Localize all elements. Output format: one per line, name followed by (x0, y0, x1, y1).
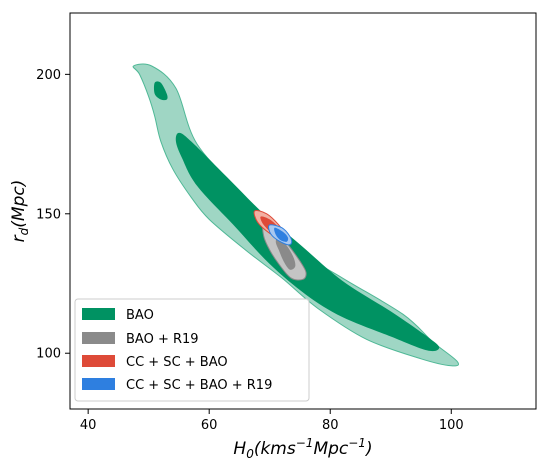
y-tick-label: 150 (36, 207, 61, 222)
x-axis-ticks: 40 60 80 100 (80, 409, 464, 433)
x-tick-label: 100 (439, 418, 464, 433)
x-label-mid: Mpc (313, 439, 348, 459)
y-axis-ticks: 100 150 200 (36, 68, 70, 362)
legend-label-bao: BAO (126, 308, 154, 323)
contour-bao-68-2 (153, 81, 168, 101)
x-label-subscript: 0 (246, 447, 254, 461)
legend-label-cc-sc-bao-r19: CC + SC + BAO + R19 (126, 378, 272, 393)
x-label-open: (kms (254, 439, 296, 459)
contour-cc-sc-bao-r19-68-1 (274, 227, 289, 242)
legend-swatch-cc-sc-bao (82, 355, 115, 367)
x-label-exponent-1: −1 (296, 436, 314, 450)
x-axis-label: H0(kms−1Mpc−1) (233, 436, 372, 461)
contour-layer (132, 63, 460, 367)
y-label-rest: (Mpc) (9, 180, 29, 228)
y-tick-label: 100 (36, 347, 61, 362)
series-cc-sc-bao-r19 (268, 224, 293, 246)
x-tick-label: 40 (80, 418, 97, 433)
y-label-base: r (9, 234, 29, 242)
contour-bao-r19-68-1 (275, 235, 296, 270)
x-label-exponent-2: −1 (348, 436, 366, 450)
x-label-close: ) (364, 439, 373, 459)
y-label-subscript: d (17, 227, 31, 235)
legend: BAO BAO + R19 CC + SC + BAO CC + SC + BA… (74, 298, 310, 402)
legend-label-cc-sc-bao: CC + SC + BAO (126, 355, 228, 370)
legend-label-bao-r19: BAO + R19 (126, 332, 199, 347)
legend-swatch-cc-sc-bao-r19 (82, 378, 115, 390)
legend-swatch-bao (82, 308, 115, 320)
y-tick-label: 200 (36, 68, 61, 83)
x-label-base: H (233, 439, 246, 459)
contour-bao-68-1 (175, 132, 440, 352)
series-bao (132, 63, 460, 367)
y-axis-label: rd(Mpc) (9, 180, 31, 243)
x-tick-label: 80 (322, 418, 339, 433)
x-tick-label: 60 (201, 418, 218, 433)
plot-frame (69, 12, 537, 410)
legend-box (74, 298, 310, 402)
legend-swatch-bao-r19 (82, 332, 115, 344)
